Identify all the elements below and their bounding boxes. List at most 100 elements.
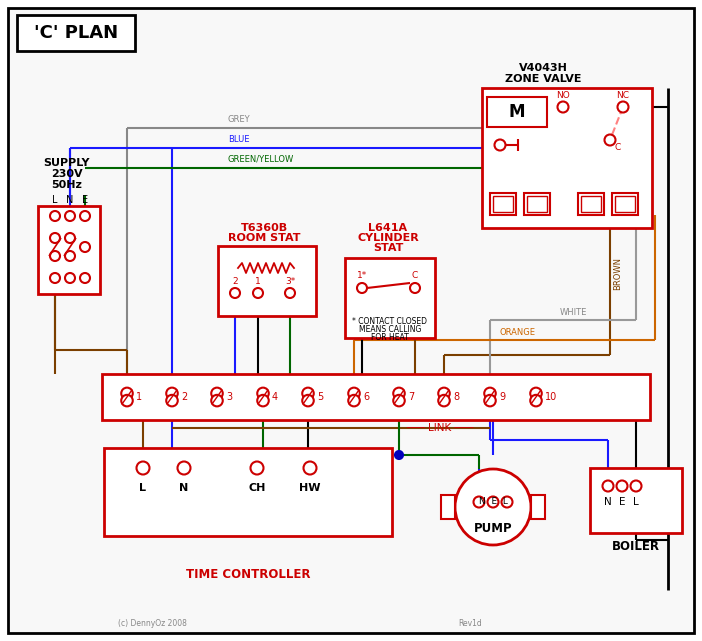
Bar — [578, 193, 604, 215]
Text: SUPPLY: SUPPLY — [44, 158, 91, 168]
Text: GREEN/YELLOW: GREEN/YELLOW — [228, 155, 294, 164]
Text: ZONE VALVE: ZONE VALVE — [505, 74, 581, 84]
Circle shape — [487, 497, 498, 508]
Text: MEANS CALLING: MEANS CALLING — [359, 326, 421, 335]
Circle shape — [285, 288, 295, 298]
Circle shape — [393, 388, 405, 399]
Circle shape — [50, 233, 60, 243]
Text: N: N — [604, 497, 612, 507]
Circle shape — [257, 395, 269, 406]
Circle shape — [50, 273, 60, 283]
Circle shape — [65, 251, 75, 261]
Circle shape — [455, 469, 531, 545]
Text: ROOM STAT: ROOM STAT — [227, 233, 300, 243]
Bar — [38, 206, 100, 294]
Text: 6: 6 — [363, 392, 369, 402]
Bar — [487, 97, 547, 127]
Text: N  E  L: N E L — [479, 497, 508, 506]
Bar — [102, 374, 650, 420]
Circle shape — [348, 395, 359, 406]
Circle shape — [121, 388, 133, 399]
Circle shape — [257, 388, 269, 399]
Circle shape — [618, 101, 628, 113]
Text: 3: 3 — [226, 392, 232, 402]
Circle shape — [303, 462, 317, 474]
Circle shape — [65, 273, 75, 283]
Bar — [490, 193, 516, 215]
Text: 230V: 230V — [51, 169, 83, 179]
Circle shape — [630, 481, 642, 492]
Circle shape — [80, 211, 90, 221]
Circle shape — [604, 135, 616, 146]
Text: 3*: 3* — [285, 276, 295, 285]
Text: WHITE: WHITE — [560, 308, 588, 317]
Circle shape — [80, 242, 90, 252]
Circle shape — [501, 497, 512, 508]
Text: 1: 1 — [136, 392, 142, 402]
Circle shape — [602, 481, 614, 492]
Bar — [524, 193, 550, 215]
Circle shape — [166, 395, 178, 406]
Circle shape — [136, 462, 150, 474]
Text: (c) DennyOz 2008: (c) DennyOz 2008 — [118, 619, 187, 628]
Bar — [493, 196, 513, 212]
Bar — [17, 15, 135, 51]
Text: NC: NC — [616, 92, 630, 101]
Circle shape — [530, 395, 542, 406]
Text: ORANGE: ORANGE — [500, 328, 536, 337]
Text: N: N — [180, 483, 189, 493]
Text: 2: 2 — [181, 392, 187, 402]
Text: CYLINDER: CYLINDER — [357, 233, 419, 243]
Circle shape — [303, 388, 314, 399]
Circle shape — [357, 283, 367, 293]
Text: L: L — [140, 483, 147, 493]
Text: 1: 1 — [255, 276, 261, 285]
Bar — [531, 495, 545, 519]
Bar — [612, 193, 638, 215]
Bar — [218, 246, 316, 316]
Bar — [615, 196, 635, 212]
Text: L: L — [633, 497, 639, 507]
Bar — [581, 196, 601, 212]
Text: E: E — [82, 195, 88, 205]
Circle shape — [65, 211, 75, 221]
Circle shape — [230, 288, 240, 298]
Circle shape — [348, 388, 359, 399]
Text: N: N — [66, 195, 74, 205]
Text: 50Hz: 50Hz — [51, 180, 82, 190]
Bar — [482, 88, 652, 228]
Circle shape — [211, 388, 223, 399]
Text: 2: 2 — [232, 276, 238, 285]
Circle shape — [438, 395, 450, 406]
Text: FOR HEAT: FOR HEAT — [371, 333, 409, 342]
Bar — [104, 448, 392, 536]
Text: NO: NO — [556, 92, 570, 101]
Text: L641A: L641A — [369, 223, 408, 233]
Text: HW: HW — [299, 483, 321, 493]
Circle shape — [395, 451, 403, 459]
Circle shape — [616, 481, 628, 492]
Text: TIME CONTROLLER: TIME CONTROLLER — [186, 567, 310, 581]
Text: C: C — [412, 272, 418, 281]
Circle shape — [484, 395, 496, 406]
Bar — [345, 258, 435, 338]
Circle shape — [303, 395, 314, 406]
Text: C: C — [615, 142, 621, 151]
Circle shape — [211, 395, 223, 406]
Circle shape — [494, 140, 505, 151]
Text: ─── LINK ───: ─── LINK ─── — [406, 423, 474, 433]
Circle shape — [166, 388, 178, 399]
Text: 4: 4 — [272, 392, 278, 402]
Text: M: M — [509, 103, 525, 121]
Circle shape — [253, 288, 263, 298]
Circle shape — [410, 283, 420, 293]
Circle shape — [251, 462, 263, 474]
Circle shape — [65, 233, 75, 243]
Text: T6360B: T6360B — [241, 223, 288, 233]
Text: Rev1d: Rev1d — [458, 619, 482, 628]
Text: CH: CH — [249, 483, 265, 493]
Circle shape — [80, 273, 90, 283]
Text: L: L — [52, 195, 58, 205]
Bar — [527, 196, 547, 212]
Text: BLUE: BLUE — [228, 135, 249, 144]
